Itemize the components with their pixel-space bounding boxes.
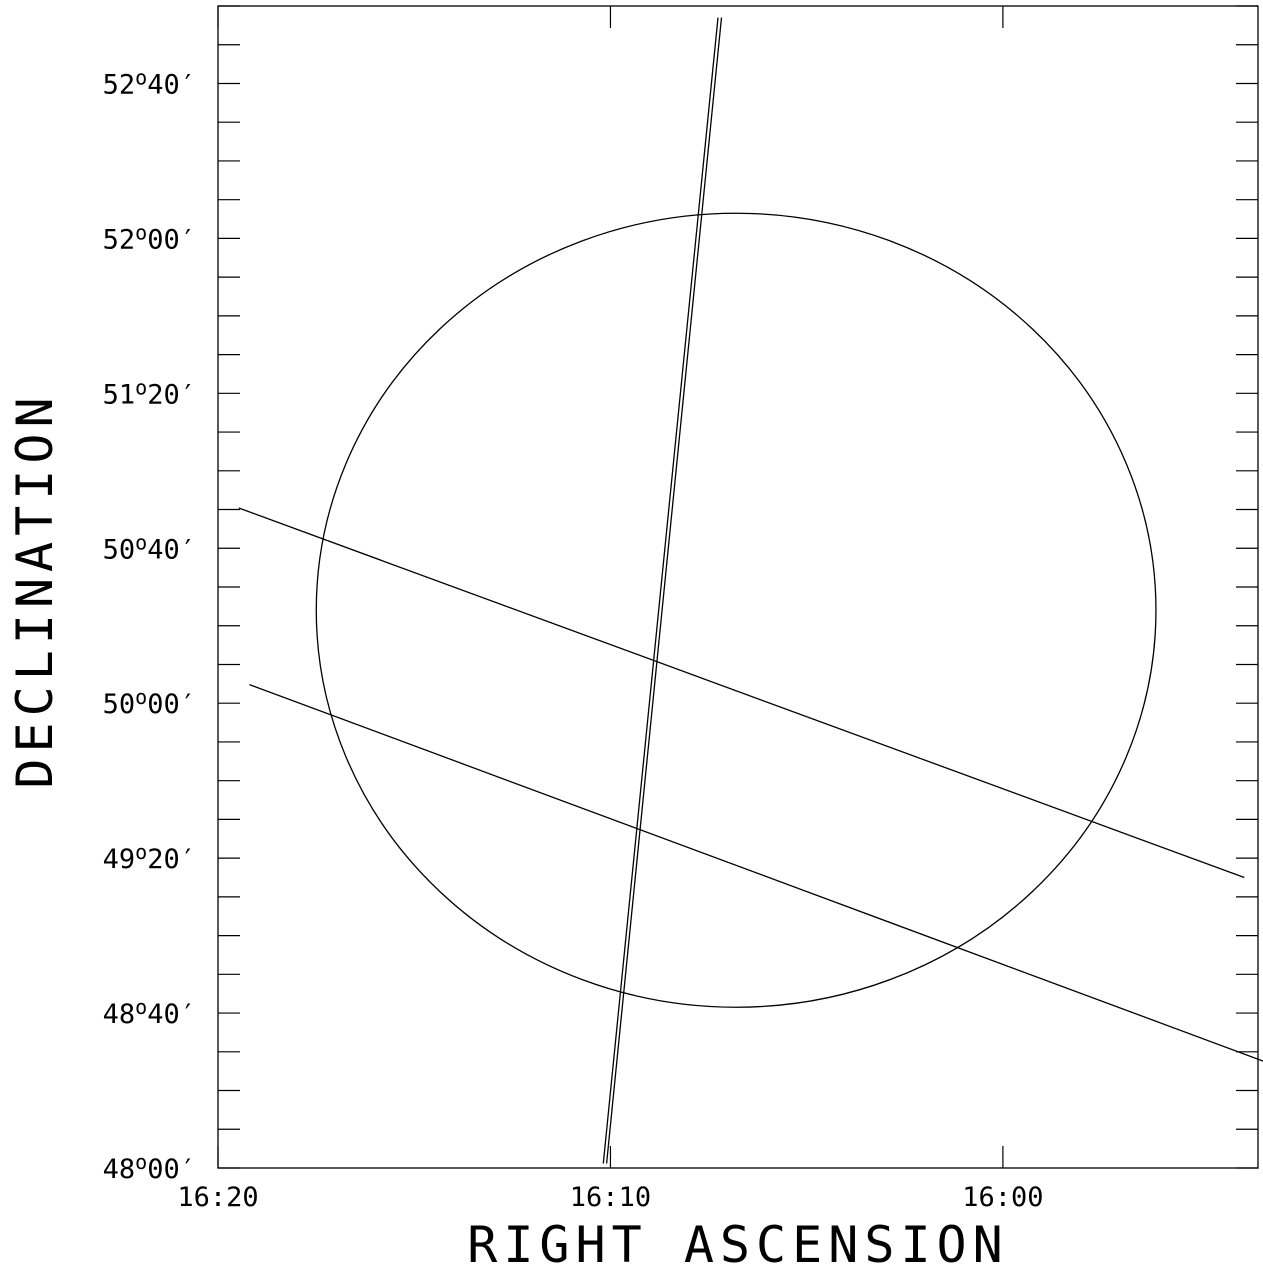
data-marks bbox=[238, 17, 1263, 1164]
y-tick-label: 51o20′ bbox=[103, 375, 196, 410]
series-line-2 bbox=[249, 683, 1263, 1062]
x-tick-label: 16:20 bbox=[177, 1182, 258, 1213]
y-tick-label: 49o20′ bbox=[103, 840, 196, 875]
y-axis-title: DECLINATION bbox=[6, 391, 64, 788]
field-circle bbox=[315, 212, 1157, 1008]
y-tick-label: 50o00′ bbox=[103, 685, 196, 720]
y-tick-labels: 48o00′ 48o40′ 49o20′ 50o00′ 50o40′ 51o20′ 52o0… bbox=[103, 65, 196, 1185]
x-tick-label: 16:10 bbox=[570, 1182, 651, 1213]
series-line-1 bbox=[238, 507, 1245, 879]
y-tick-label: 50o40′ bbox=[103, 530, 196, 565]
series-line-4 bbox=[605, 17, 723, 1164]
x-tick-labels: 16:20 16:10 16:00 bbox=[177, 1182, 1043, 1213]
y-tick-label: 48o00′ bbox=[103, 1150, 196, 1185]
y-tick-label: 48o40′ bbox=[103, 995, 196, 1030]
x-axis-title: RIGHT ASCENSION bbox=[467, 1216, 1009, 1269]
tick-marks bbox=[217, 5, 1258, 1169]
series-line-3 bbox=[602, 17, 719, 1164]
y-tick-label: 52o40′ bbox=[103, 65, 196, 100]
y-tick-label: 52o00′ bbox=[103, 220, 196, 255]
x-tick-label: 16:00 bbox=[962, 1182, 1043, 1213]
plot-frame bbox=[217, 5, 1259, 1169]
